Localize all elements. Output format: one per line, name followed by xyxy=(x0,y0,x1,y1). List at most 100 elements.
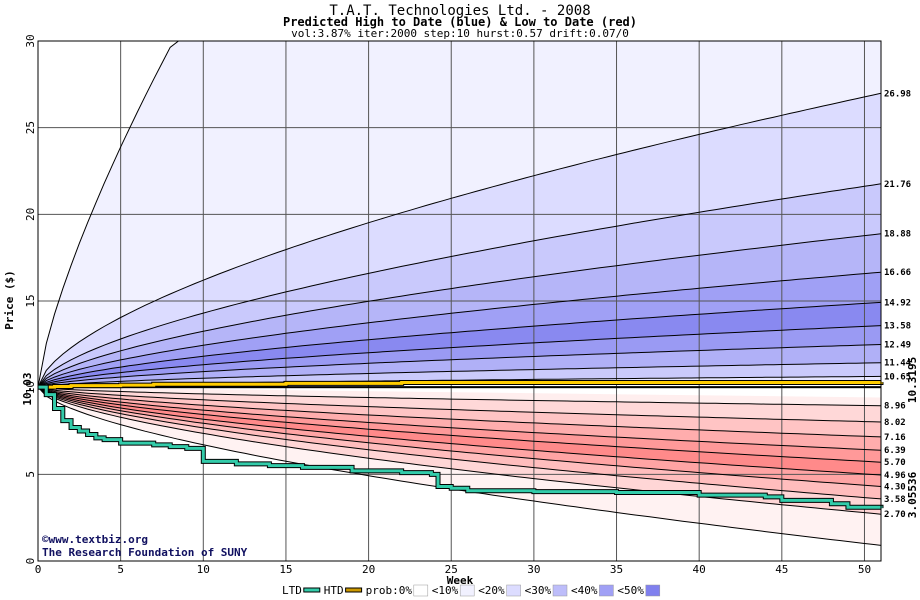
high-band-8 xyxy=(38,362,881,388)
curve-label-3.58: 3.58 xyxy=(884,495,906,505)
curve-label-7.16: 7.16 xyxy=(884,433,906,443)
high-curve-7 xyxy=(37,344,882,388)
chart-params: vol:3.87% iter:2000 step:10 hurst:0.57 d… xyxy=(291,27,629,40)
low-curve-4 xyxy=(37,386,882,463)
low-curve-1 xyxy=(37,386,882,423)
curve-label-16.66: 16.66 xyxy=(884,268,911,278)
curve-label-11.44: 11.44 xyxy=(884,359,912,369)
legend-swatch-1 xyxy=(345,587,363,593)
credit-org: The Research Foundation of SUNY xyxy=(42,546,248,559)
legend-label-4: <20% xyxy=(478,584,505,597)
high-band-6 xyxy=(38,325,881,388)
high-curve-6 xyxy=(37,325,882,388)
curve-label-13.58: 13.58 xyxy=(884,322,911,332)
low-band-0 xyxy=(38,387,881,406)
low-band-5 xyxy=(38,387,881,475)
x-tick-5: 5 xyxy=(117,563,124,576)
curve-label-12.49: 12.49 xyxy=(884,341,911,351)
ltd-value-label: 3.05536 xyxy=(906,471,919,518)
low-band-7 xyxy=(38,387,881,499)
low-band-6 xyxy=(38,387,881,487)
curve-label-14.92: 14.92 xyxy=(884,298,911,308)
high-curve-1 xyxy=(37,92,882,388)
y-tick-labels: 0 5 10 15 20 25 30 xyxy=(24,34,37,564)
low-band-1 xyxy=(38,387,881,422)
x-tick-35: 35 xyxy=(610,563,623,576)
credit-url: ©www.textbiz.org xyxy=(42,533,148,546)
x-tick-45: 45 xyxy=(775,563,788,576)
high-curve-4 xyxy=(37,271,882,388)
legend-label-5: <30% xyxy=(525,584,552,597)
series-lines xyxy=(38,379,884,510)
htd-value-label: 10.3195 xyxy=(906,357,919,403)
legend: LTD HTD prob:0% <10% <20% <30% <40% <50% xyxy=(282,584,661,597)
legend-label-3: <10% xyxy=(432,584,459,597)
x-axis-label: Week xyxy=(447,574,474,587)
legend-label-1: HTD xyxy=(324,584,344,597)
high-curve-2 xyxy=(37,183,882,388)
curve-label-8.96: 8.96 xyxy=(884,402,906,412)
y-axis-label: Price ($) xyxy=(3,270,16,330)
low-band-9 xyxy=(38,387,881,546)
legend-label-7: <50% xyxy=(617,584,644,597)
x-tick-10: 10 xyxy=(197,563,210,576)
high-band-3 xyxy=(38,233,881,388)
plot-frame xyxy=(37,40,882,562)
y-tick-10: 10 xyxy=(24,381,37,394)
y-tick-5: 5 xyxy=(24,471,37,478)
high-curve-3 xyxy=(37,233,882,388)
x-tick-20: 20 xyxy=(362,563,375,576)
low-curve-8 xyxy=(37,386,882,515)
y-tick-15: 15 xyxy=(24,294,37,307)
high-curve-5 xyxy=(37,301,882,388)
low-curve-3 xyxy=(37,386,882,451)
low-bands xyxy=(38,387,881,546)
high-band-1 xyxy=(38,93,881,388)
low-curve-5 xyxy=(37,386,882,476)
low-curve-6 xyxy=(37,386,882,487)
high-curve-8 xyxy=(37,362,882,388)
low-curve-7 xyxy=(37,386,882,500)
low-curve-0 xyxy=(37,386,882,407)
x-tick-0: 0 xyxy=(35,563,42,576)
legend-swatch-4 xyxy=(506,584,521,597)
curve-label-26.98: 26.98 xyxy=(884,89,911,99)
low-band-3 xyxy=(38,387,881,451)
curve-label-10.65: 10.65 xyxy=(884,372,911,382)
htd-line xyxy=(38,380,883,389)
legend-label-0: LTD xyxy=(282,584,302,597)
curve-label-18.88: 18.88 xyxy=(884,230,911,240)
ltd-line xyxy=(38,385,883,509)
legend-swatch-7 xyxy=(645,584,661,597)
legend-swatch-2 xyxy=(413,584,429,597)
curve-label-4.96: 4.96 xyxy=(884,471,906,481)
legend-swatch-0 xyxy=(303,587,321,593)
curve-label-4.30: 4.30 xyxy=(884,482,906,492)
legend-swatch-3 xyxy=(459,584,475,597)
y-tick-25: 25 xyxy=(24,121,37,134)
low-band-8 xyxy=(38,387,881,515)
x-tick-25: 25 xyxy=(445,563,458,576)
curve-label-6.39: 6.39 xyxy=(884,446,906,456)
x-tick-50: 50 xyxy=(858,563,871,576)
curve-label-21.76: 21.76 xyxy=(884,180,911,190)
x-tick-15: 15 xyxy=(279,563,292,576)
legend-swatch-6 xyxy=(599,584,614,597)
curve-label-5.70: 5.70 xyxy=(884,458,906,468)
low-band-2 xyxy=(38,387,881,437)
high-band-5 xyxy=(38,302,881,388)
legend-label-2: prob:0% xyxy=(366,584,413,597)
low-band-4 xyxy=(38,387,881,463)
high-band-2 xyxy=(38,183,881,388)
low-curve-2 xyxy=(37,386,882,438)
right-labels: 26.98 21.76 18.88 16.66 14.92 13.58 12.49 11.44… xyxy=(884,89,912,520)
curve-label-8.02: 8.02 xyxy=(884,418,906,428)
start-price-label: 10.03 xyxy=(21,372,34,405)
chart-subtitle: Predicted High to Date (blue) & Low to D… xyxy=(283,15,637,29)
x-tick-40: 40 xyxy=(693,563,706,576)
x-tick-labels: 0 5 10 15 20 25 30 35 40 45 50 xyxy=(35,563,871,576)
legend-label-6: <40% xyxy=(571,584,598,597)
chart-title: T.A.T. Technologies Ltd. - 2008 xyxy=(329,3,590,19)
curve-label-2.70: 2.70 xyxy=(884,510,906,520)
